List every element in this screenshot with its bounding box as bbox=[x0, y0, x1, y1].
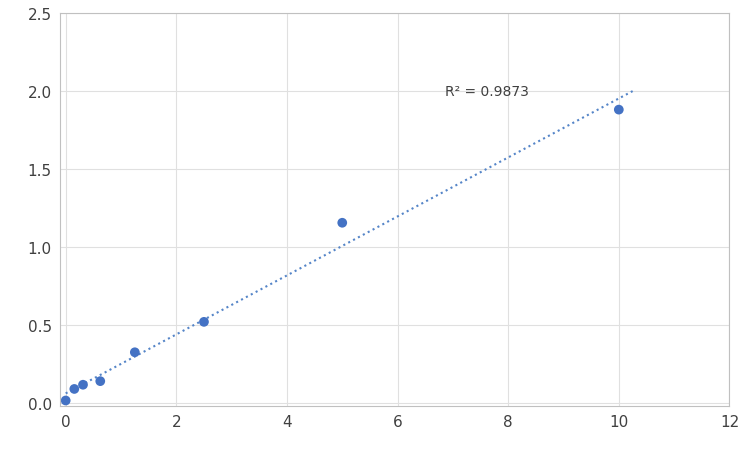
Text: R² = 0.9873: R² = 0.9873 bbox=[444, 85, 529, 99]
Point bbox=[59, 397, 71, 404]
Point bbox=[336, 220, 348, 227]
Point bbox=[77, 381, 89, 388]
Point bbox=[68, 386, 80, 393]
Point bbox=[198, 318, 210, 326]
Point bbox=[94, 377, 106, 385]
Point bbox=[129, 349, 141, 356]
Point bbox=[613, 107, 625, 114]
